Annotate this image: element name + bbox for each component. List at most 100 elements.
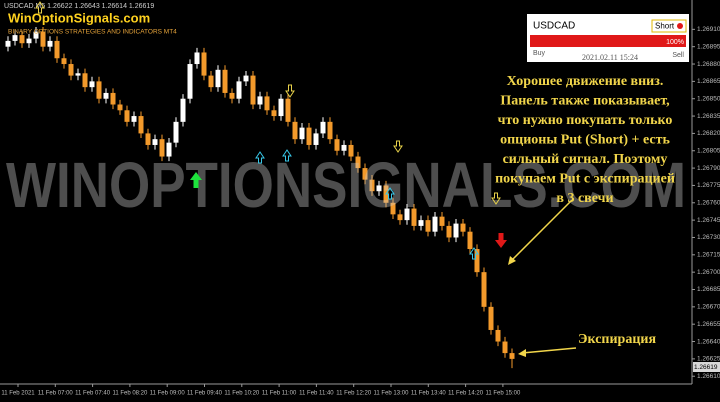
candle-body bbox=[397, 214, 403, 221]
candle-body bbox=[257, 96, 263, 105]
candle-body bbox=[299, 127, 305, 140]
candle-body bbox=[509, 353, 515, 359]
candle-body bbox=[103, 92, 109, 99]
signal-panel: USDCAD Short 100% Buy Sell 2021.02.11 15… bbox=[527, 14, 689, 62]
arrow-down bbox=[393, 140, 403, 153]
x-tick-label: 11 Feb 11:00 bbox=[262, 391, 297, 397]
pointer-head bbox=[508, 256, 516, 265]
signal-arrows bbox=[35, 1, 507, 260]
candle-body bbox=[481, 272, 487, 307]
candle-body bbox=[117, 104, 123, 111]
y-tick-label: 1.26895 bbox=[697, 43, 720, 50]
x-tick-label: 11 Feb 09:40 bbox=[187, 391, 223, 397]
pointer-head bbox=[518, 349, 526, 357]
panel-sell: Sell bbox=[672, 52, 684, 59]
panel-symbol: USDCAD bbox=[533, 21, 575, 32]
y-tick-label: 1.26835 bbox=[697, 113, 720, 120]
candle-body bbox=[460, 223, 466, 232]
panel-buy: Buy bbox=[533, 50, 546, 57]
x-tick-label: 11 Feb 07:40 bbox=[75, 391, 111, 397]
annotation: Хорошее движение вниз. Панель также показ… bbox=[495, 74, 675, 206]
candle-body bbox=[278, 98, 284, 117]
candle-body bbox=[369, 179, 375, 192]
symbol-header: USDCAD,M5 1.26622 1.26643 1.26614 1.2661… bbox=[4, 3, 154, 10]
candle-body bbox=[502, 341, 508, 354]
candle-body bbox=[110, 92, 116, 105]
candle-body bbox=[250, 75, 256, 105]
candle-body bbox=[271, 110, 277, 117]
candle-body bbox=[173, 121, 179, 143]
x-tick-label: 11 Feb 13:40 bbox=[411, 391, 447, 397]
y-tick-label: 1.26655 bbox=[697, 321, 720, 328]
y-tick-label: 1.26760 bbox=[697, 200, 720, 207]
arrow-up bbox=[385, 187, 395, 200]
candle-body bbox=[313, 133, 319, 145]
candle-body bbox=[334, 139, 340, 151]
candle-body bbox=[152, 139, 158, 145]
arrow-down bbox=[285, 84, 295, 98]
y-tick-label: 1.26730 bbox=[697, 234, 720, 241]
annotation-line: Хорошее движение вниз. bbox=[507, 74, 664, 89]
arrow-up bbox=[282, 149, 292, 162]
candle-body bbox=[61, 58, 67, 65]
arrow-down-strong bbox=[495, 233, 507, 248]
y-tick-label: 1.26775 bbox=[697, 182, 720, 189]
panel-direction: Short bbox=[655, 22, 675, 31]
candle-body bbox=[376, 185, 382, 192]
candle-body bbox=[47, 40, 53, 47]
x-tick-label: 11 Feb 2021 bbox=[1, 391, 35, 397]
y-tick-label: 1.26715 bbox=[697, 252, 720, 259]
x-tick-label: 11 Feb 10:20 bbox=[224, 391, 260, 397]
candle-body bbox=[19, 35, 25, 44]
candle-body bbox=[432, 216, 438, 232]
arrow-up bbox=[35, 1, 45, 14]
x-tick-label: 11 Feb 08:20 bbox=[112, 391, 148, 397]
annotation-line: опционы Put (Short) + есть bbox=[500, 133, 670, 148]
arrow-up bbox=[255, 151, 265, 164]
candle-body bbox=[180, 98, 186, 122]
candle-body bbox=[292, 121, 298, 140]
plot-area bbox=[5, 27, 515, 369]
candle-body bbox=[138, 116, 144, 134]
arrow-up-strong bbox=[190, 172, 202, 188]
candle-body bbox=[467, 231, 473, 250]
candle-body bbox=[264, 96, 270, 111]
candle-body bbox=[348, 144, 354, 157]
candle-body bbox=[474, 249, 480, 273]
candle-body bbox=[12, 35, 18, 41]
candle-body bbox=[75, 73, 81, 76]
y-tick-label: 1.26700 bbox=[697, 269, 720, 276]
candle-body bbox=[243, 75, 249, 82]
candle-body bbox=[446, 225, 452, 238]
x-tick-label: 11 Feb 07:00 bbox=[38, 391, 74, 397]
candle-body bbox=[404, 208, 410, 221]
x-tick-label: 11 Feb 11:40 bbox=[299, 391, 334, 397]
candle-body bbox=[488, 306, 494, 330]
expiration-label: Экспирация bbox=[578, 332, 656, 347]
candle-body bbox=[145, 133, 151, 145]
candle-body bbox=[5, 40, 11, 47]
candle-body bbox=[96, 81, 102, 99]
candle-body bbox=[222, 69, 228, 93]
y-tick-label: 1.26880 bbox=[697, 61, 720, 68]
x-tick-label: 11 Feb 15:00 bbox=[485, 391, 521, 397]
candle-body bbox=[306, 127, 312, 145]
y-tick-label: 1.26790 bbox=[697, 165, 720, 172]
candle-body bbox=[215, 69, 221, 88]
y-tick-label: 1.26610 bbox=[697, 373, 720, 380]
price-label-box bbox=[693, 362, 720, 372]
expiration-pointer bbox=[521, 347, 577, 354]
direction-box bbox=[651, 19, 687, 33]
candle-body bbox=[453, 223, 459, 238]
candle-body bbox=[159, 139, 165, 157]
panel-strength: 100% bbox=[666, 39, 684, 46]
candle-body bbox=[236, 81, 242, 99]
candle-body bbox=[355, 156, 361, 169]
candle-body bbox=[187, 64, 193, 99]
candle-body bbox=[285, 98, 291, 122]
y-tick-label: 1.26625 bbox=[697, 356, 720, 363]
candle-body bbox=[229, 92, 235, 99]
x-tick-label: 11 Feb 14:20 bbox=[448, 391, 484, 397]
